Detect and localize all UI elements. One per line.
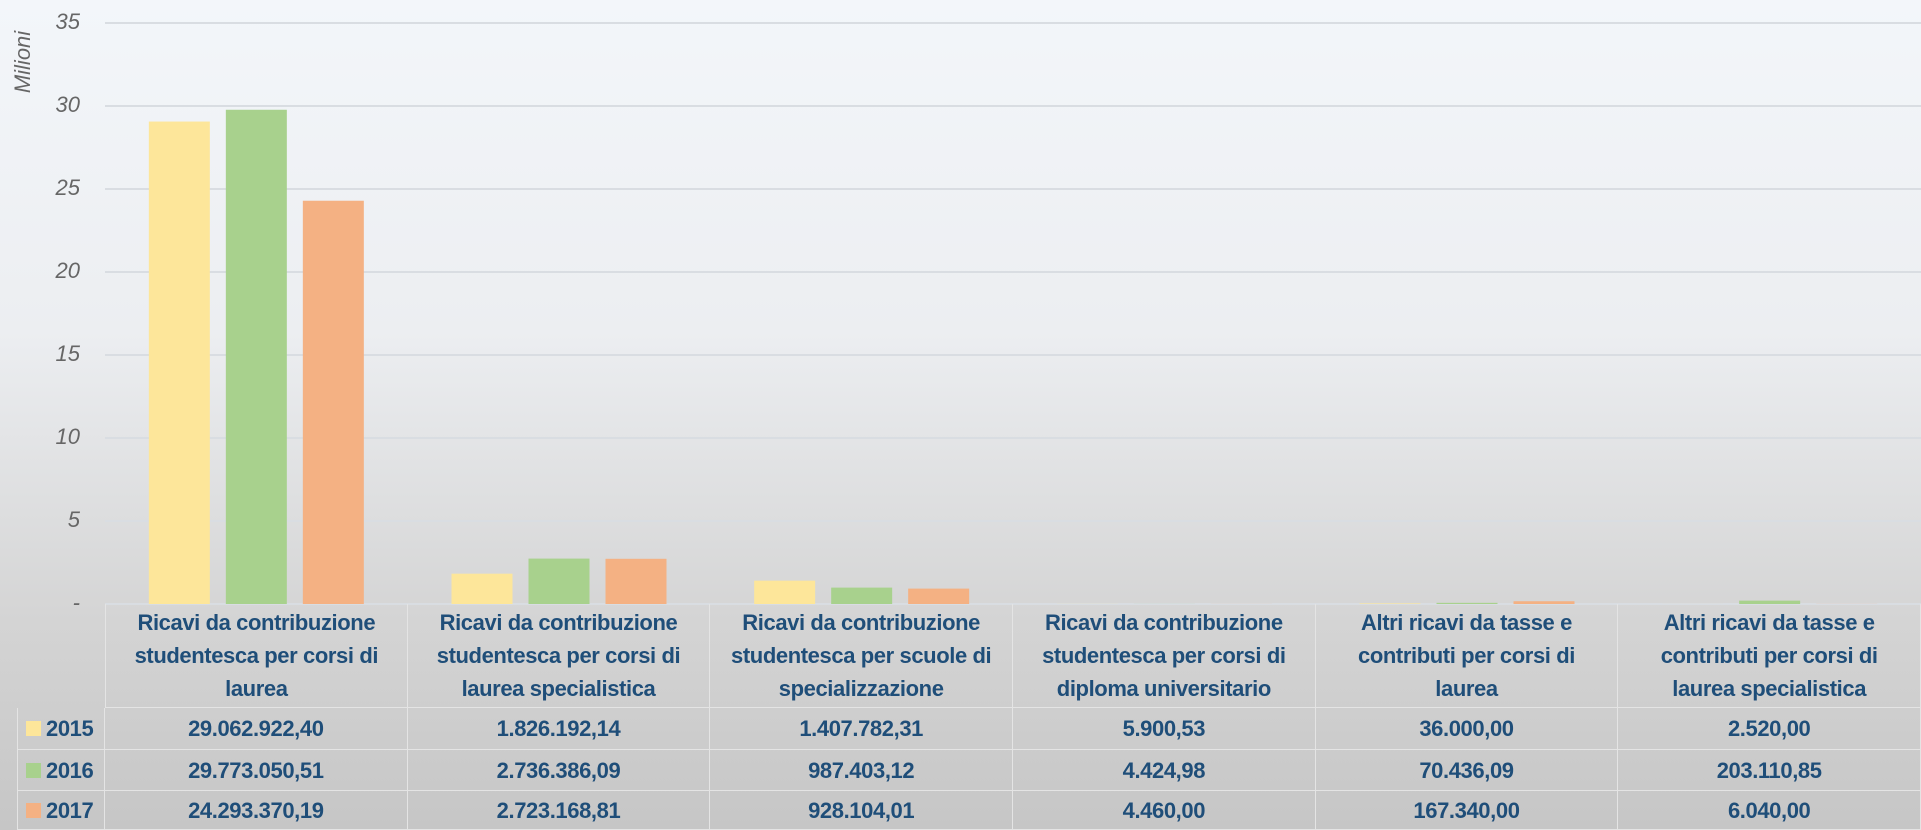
value-label: 2.736.386,09 (407, 750, 711, 791)
value-label: 29.773.050,51 (105, 750, 408, 791)
value-label: 1.407.782,31 (710, 708, 1013, 750)
y-tick-label: 35 (56, 9, 81, 34)
bar (1436, 602, 1498, 604)
category-label: Altri ricavi da tasse e contributi per c… (1618, 604, 1921, 708)
y-tick-label: 30 (56, 92, 81, 117)
value-label: 70.436,09 (1315, 750, 1619, 791)
y-tick-label: 5 (68, 507, 81, 532)
category-label: Ricavi da contribuzione studentesca per … (105, 604, 408, 708)
value-label: 203.110,85 (1618, 750, 1921, 791)
bar (754, 580, 816, 604)
value-label: 4.424,98 (1013, 750, 1316, 791)
value-label: 167.340,00 (1315, 791, 1619, 830)
y-tick-label: 25 (55, 175, 81, 200)
category-label: Ricavi da contribuzione studentesca per … (407, 604, 711, 708)
y-tick-label: 20 (55, 258, 81, 283)
value-label: 24.293.370,19 (105, 791, 408, 830)
category-label: Ricavi da contribuzione studentesca per … (1013, 604, 1316, 708)
value-label: 987.403,12 (710, 750, 1013, 791)
legend-swatch (26, 762, 41, 778)
y-axis-label: Milioni (10, 30, 35, 93)
bar (528, 558, 590, 604)
value-label: 2.520,00 (1618, 708, 1921, 750)
legend-swatch (26, 721, 41, 736)
bar (908, 588, 970, 604)
bar (451, 573, 513, 604)
legend-label: 2015 (46, 716, 94, 741)
bar (1739, 600, 1801, 604)
value-label: 5.900,53 (1013, 708, 1316, 750)
y-tick-label: 10 (56, 424, 81, 449)
value-label: 6.040,00 (1618, 791, 1921, 830)
legend-entry: 2016 (17, 750, 105, 791)
legend-swatch (26, 802, 41, 818)
bar (148, 121, 210, 605)
category-label: Ricavi da contribuzione studentesca per … (710, 604, 1013, 708)
value-label: 36.000,00 (1315, 708, 1619, 750)
value-label: 1.826.192,14 (407, 708, 711, 750)
y-tick-label: 15 (56, 341, 81, 366)
bar (225, 109, 287, 604)
legend-entry: 2017 (17, 791, 105, 830)
bar (1359, 603, 1421, 604)
value-label: 29.062.922,40 (105, 708, 408, 750)
bar (1513, 601, 1575, 604)
y-tick-label: - (73, 590, 80, 615)
bar (605, 558, 667, 604)
legend-label: 2016 (46, 757, 94, 783)
category-label: Altri ricavi da tasse e contributi per c… (1315, 604, 1619, 708)
legend-label: 2017 (46, 797, 94, 823)
value-label: 4.460,00 (1013, 791, 1316, 830)
legend-entry: 2015 (17, 708, 105, 750)
value-label: 928.104,01 (710, 791, 1013, 830)
bar (831, 587, 893, 604)
bar (302, 200, 364, 605)
value-label: 2.723.168,81 (407, 791, 711, 830)
